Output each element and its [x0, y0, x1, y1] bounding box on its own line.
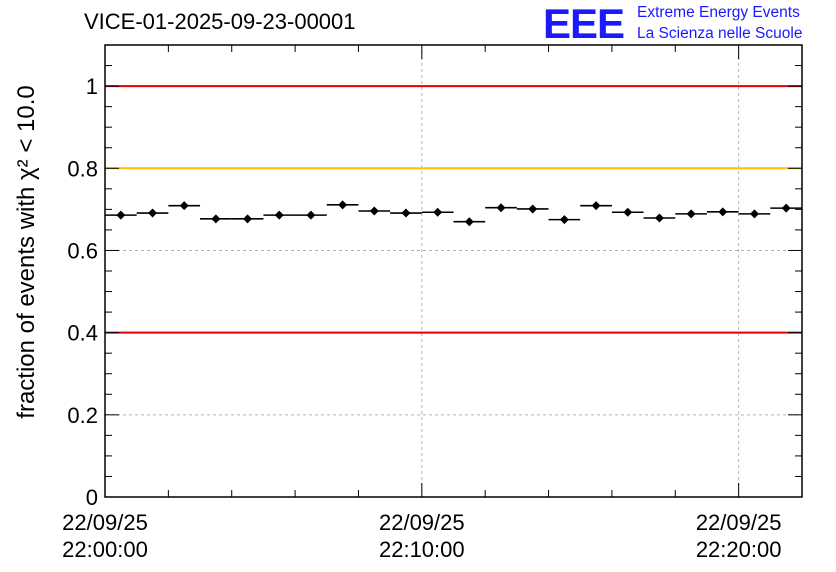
- data-point: [548, 215, 581, 225]
- point-marker: [623, 207, 633, 217]
- tick-labels: 00.20.40.60.8122/09/2522:00:0022/09/2522…: [62, 74, 781, 562]
- chart-title: VICE-01-2025-09-23-00001: [84, 9, 356, 34]
- data-point: [580, 201, 612, 211]
- point-marker: [401, 208, 411, 218]
- axes: [104, 44, 803, 498]
- y-tick-label: 1: [86, 74, 98, 99]
- point-marker: [718, 207, 728, 217]
- data-point: [516, 204, 549, 214]
- point-marker: [211, 214, 221, 224]
- data-point: [675, 209, 707, 219]
- point-marker: [338, 200, 348, 210]
- y-axis-label: fraction of events with χ² < 10.0: [13, 85, 40, 418]
- logo-line-1: Extreme Energy Events: [637, 4, 800, 21]
- data-point: [706, 207, 739, 217]
- data-point: [485, 203, 517, 213]
- point-marker: [179, 201, 189, 211]
- y-tick-label: 0.6: [67, 238, 98, 263]
- point-marker: [243, 214, 253, 224]
- data-point: [611, 207, 644, 217]
- data-point: [390, 208, 422, 218]
- point-marker: [464, 217, 474, 227]
- data-point: [168, 201, 201, 211]
- x-tick-label-date: 22/09/25: [379, 510, 465, 535]
- grid-layer: [105, 45, 802, 497]
- point-marker: [528, 204, 538, 214]
- point-marker: [433, 207, 443, 217]
- plot-frame: [104, 44, 803, 498]
- point-marker: [116, 210, 126, 220]
- y-tick-label: 0.4: [67, 321, 98, 346]
- y-tick-label: 0.2: [67, 403, 98, 428]
- point-marker: [274, 210, 284, 220]
- x-tick-label-time: 22:20:00: [696, 537, 782, 562]
- point-marker: [559, 215, 569, 225]
- data-point: [358, 206, 391, 216]
- point-marker: [781, 203, 791, 213]
- point-marker: [306, 210, 316, 220]
- y-tick-label: 0: [86, 485, 98, 510]
- point-marker: [654, 213, 664, 223]
- data-point: [263, 210, 296, 220]
- data-point: [105, 210, 137, 220]
- reference-lines: [105, 85, 802, 334]
- x-tick-label-date: 22/09/25: [696, 510, 782, 535]
- data-point: [421, 207, 454, 217]
- data-point: [453, 217, 486, 227]
- x-tick-label-time: 22:00:00: [62, 537, 148, 562]
- point-marker: [591, 201, 601, 211]
- data-points: [105, 200, 802, 227]
- point-marker: [686, 209, 696, 219]
- data-point: [231, 214, 264, 224]
- point-marker: [496, 203, 506, 213]
- data-point: [770, 203, 802, 213]
- data-point: [295, 210, 327, 220]
- data-point: [643, 213, 676, 223]
- eee-logo: EEE Extreme Energy Events La Scienza nel…: [543, 2, 833, 46]
- point-marker: [749, 209, 759, 219]
- point-marker: [369, 206, 379, 216]
- data-point: [136, 208, 169, 218]
- logo-letters: EEE: [543, 0, 625, 47]
- point-marker: [148, 208, 158, 218]
- data-point: [200, 214, 232, 224]
- logo-line-2: La Scienza nelle Scuole: [637, 25, 803, 42]
- x-tick-label-date: 22/09/25: [62, 510, 148, 535]
- y-tick-label: 0.8: [67, 156, 98, 181]
- data-point: [738, 209, 771, 219]
- x-tick-label-time: 22:10:00: [379, 537, 465, 562]
- data-point: [326, 200, 359, 210]
